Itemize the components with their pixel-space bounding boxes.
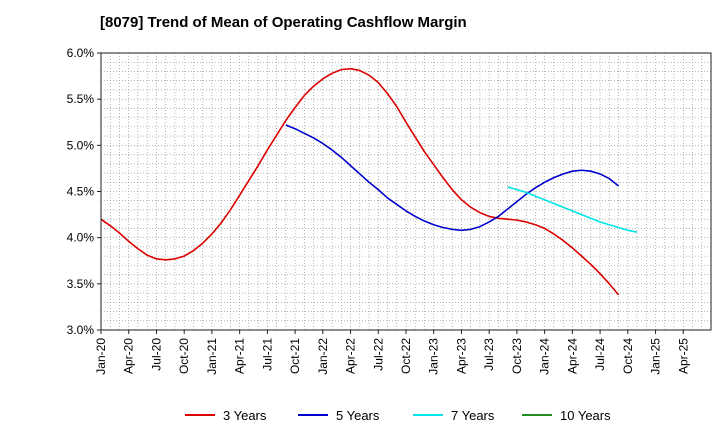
- y-tick-label: 5.5%: [67, 92, 95, 106]
- chart-title: [8079] Trend of Mean of Operating Cashfl…: [100, 14, 467, 31]
- series-line-7-years: [507, 186, 638, 233]
- y-tick-label: 4.5%: [67, 185, 95, 199]
- y-axis: 3.0% 3.5% 4.0% 4.5% 5.0% 5.5% 6.0%: [67, 46, 101, 337]
- x-tick-label: Jan-21: [205, 338, 219, 375]
- y-tick-label: 3.0%: [67, 323, 95, 337]
- x-tick-label: Jan-25: [649, 338, 663, 375]
- x-tick-label: Apr-20: [122, 338, 136, 374]
- x-tick-label: Jul-23: [482, 338, 496, 371]
- x-tick-label: Oct-20: [177, 338, 191, 374]
- series-line-5-years: [285, 124, 620, 232]
- x-tick-label: Jan-20: [94, 338, 108, 375]
- x-tick-label: Oct-24: [621, 338, 635, 374]
- x-tick-label: Apr-23: [454, 338, 468, 374]
- x-tick-label: Oct-22: [399, 338, 413, 374]
- x-tick-label: Jul-21: [260, 338, 274, 371]
- legend-label-3-years: 3 Years: [223, 408, 267, 423]
- x-tick-label: Apr-21: [233, 338, 247, 374]
- y-tick-label: 5.0%: [67, 138, 95, 152]
- y-tick-label: 3.5%: [67, 277, 95, 291]
- legend: 3 Years 5 Years 7 Years 10 Years: [185, 408, 611, 423]
- x-tick-label: Jan-23: [427, 338, 441, 375]
- y-tick-label: 4.0%: [67, 231, 95, 245]
- x-tick-label: Jan-22: [316, 338, 330, 375]
- x-axis: Jan-20 Apr-20 Jul-20 Oct-20 Jan-21 Apr-21 Jul-…: [94, 330, 690, 375]
- grid-lines: [101, 53, 711, 330]
- y-tick-label: 6.0%: [67, 46, 95, 60]
- x-tick-label: Oct-21: [288, 338, 302, 374]
- x-tick-label: Apr-25: [676, 338, 690, 374]
- x-tick-label: Apr-24: [565, 338, 579, 374]
- x-tick-label: Jul-20: [149, 338, 163, 371]
- series-lines: [100, 67, 638, 296]
- series-line-3-years: [100, 67, 620, 296]
- x-tick-label: Apr-22: [344, 338, 358, 374]
- x-tick-label: Jul-22: [371, 338, 385, 371]
- x-tick-label: Oct-23: [510, 338, 524, 374]
- legend-label-10-years: 10 Years: [560, 408, 611, 423]
- x-tick-label: Jul-24: [593, 338, 607, 371]
- legend-label-7-years: 7 Years: [451, 408, 495, 423]
- x-tick-label: Jan-24: [538, 338, 552, 375]
- legend-label-5-years: 5 Years: [336, 408, 380, 423]
